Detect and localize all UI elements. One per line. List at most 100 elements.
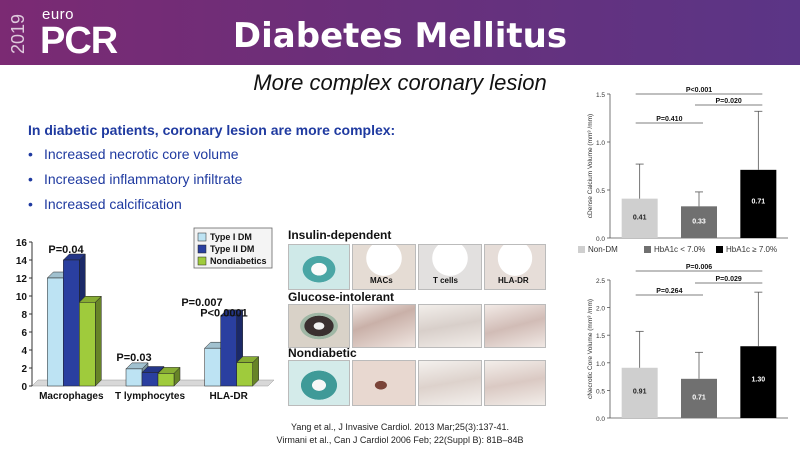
value-label: 0.41 — [633, 214, 647, 221]
bullet-item: • Increased inflammatory infiltrate — [28, 171, 243, 187]
bar — [236, 362, 253, 387]
p-value-annotation: P<0.0001 — [200, 308, 247, 320]
x-category-label: Macrophages — [39, 391, 104, 402]
y-tick-label: 0.5 — [596, 388, 605, 395]
value-label: 0.71 — [752, 199, 766, 206]
histology-image — [418, 304, 482, 348]
histology-image — [418, 244, 482, 290]
y-tick-label: 2.5 — [596, 278, 605, 285]
bar-side — [95, 295, 102, 387]
p-value-label: P=0.006 — [686, 264, 712, 271]
p-value-label: P=0.020 — [716, 98, 742, 105]
y-tick-label: 2 — [21, 364, 27, 375]
p-value-label: P=0.029 — [716, 276, 742, 283]
y-tick-label: 0.0 — [596, 416, 605, 423]
legend-label: HbA1c ≥ 7.0% — [726, 245, 777, 254]
p-value-label: P=0.264 — [656, 288, 682, 295]
intro-text: In diabetic patients, coronary lesion ar… — [28, 122, 396, 138]
bullet-item: • Increased necrotic core volume — [28, 146, 239, 162]
y-tick-label: 1.5 — [596, 333, 605, 340]
bar — [157, 373, 175, 387]
legend-label: Non-DM — [588, 245, 618, 254]
bar — [681, 378, 717, 418]
x-category-label: T lymphocytes — [115, 391, 185, 402]
histology-image — [352, 244, 416, 290]
p-value-label: P<0.001 — [686, 87, 712, 94]
bullet-item: • Increased calcification — [28, 196, 182, 212]
histology-image — [418, 360, 482, 406]
legend-swatch — [578, 246, 585, 253]
bar — [141, 372, 159, 387]
p-value-label: P=0.410 — [656, 116, 682, 123]
value-label: 1.30 — [752, 377, 766, 384]
histo-row-label: Nondiabetic — [288, 346, 357, 360]
histology-image — [352, 304, 416, 348]
legend-swatch — [197, 244, 207, 254]
bullet-list: • Increased necrotic core volume • Increas… — [28, 146, 242, 221]
bar — [740, 346, 777, 418]
reference-2: Virmani et al., Can J Cardiol 2006 Feb; … — [276, 435, 524, 445]
logo-year: 2019 — [6, 10, 32, 56]
y-tick-label: 16 — [16, 238, 28, 249]
bar — [220, 315, 237, 387]
legend-swatch — [197, 232, 207, 242]
y-tick-label: 1.0 — [596, 361, 605, 368]
y-tick-label: 6 — [21, 328, 27, 339]
p-value-annotation: P=0.03 — [116, 352, 151, 364]
legend-swatch — [197, 256, 207, 266]
y-tick-label: 0 — [21, 382, 27, 393]
histology-figure: Insulin-dependent Glucose-intolerant Non… — [286, 228, 584, 408]
bar — [63, 259, 80, 387]
bar — [125, 368, 143, 387]
histo-row-label: Insulin-dependent — [288, 228, 392, 242]
p-value-annotation: P=0.007 — [181, 297, 222, 309]
page-subtitle: More complex coronary lesion — [253, 70, 547, 95]
header-banner: 2019 euro PCR Diabetes Mellitus — [0, 0, 800, 65]
histology-image — [484, 360, 546, 406]
logo-euro: euro — [42, 6, 75, 23]
legend-swatch — [644, 246, 651, 253]
bullet-text: Increased necrotic core volume — [44, 146, 239, 162]
page-title: Diabetes Mellitus — [232, 16, 568, 56]
y-tick-label: 10 — [16, 292, 28, 303]
reference-1: Yang et al., J Invasive Cardiol. 2013 Ma… — [291, 422, 509, 432]
y-tick-label: 14 — [16, 256, 28, 267]
y-axis-label: cDense Calcium Volume (mm³ /mm) — [587, 114, 594, 218]
histology-image — [484, 304, 546, 348]
bar — [79, 302, 96, 387]
histology-image — [288, 360, 350, 406]
bar — [621, 367, 658, 418]
bullet-text: Increased inflammatory infiltrate — [44, 171, 243, 187]
legend-label: Nondiabetics — [210, 256, 267, 266]
bullet-text: Increased calcification — [44, 196, 182, 212]
y-tick-label: 0.5 — [596, 188, 605, 195]
cell-count-chart: 0 2 4 6 8 10 12 14 16 Macrophages T lymphocytes HLA… — [16, 227, 275, 402]
legend-label: Type II DM — [210, 244, 254, 254]
bar — [621, 198, 658, 238]
legend-box — [193, 227, 273, 269]
value-label: 0.91 — [633, 388, 647, 395]
y-tick-label: 8 — [21, 310, 27, 321]
y-tick-label: 12 — [16, 274, 28, 285]
histo-tag: MACs — [370, 276, 393, 285]
legend-label: Type I DM — [210, 232, 252, 242]
y-axis-label: cNecrotic Core Volume (mm³ /mm) — [587, 299, 594, 399]
legend-label: HbA1c < 7.0% — [654, 245, 705, 254]
calcium-volume-chart: 0.0 0.5 1.0 1.5 cDense Calcium Volume (mm³ /… — [578, 87, 788, 254]
histology-image — [352, 360, 416, 406]
histo-tag: T cells — [433, 276, 458, 285]
histo-tag: HLA-DR — [498, 276, 529, 285]
histology-image — [484, 244, 546, 290]
value-label: 0.71 — [692, 394, 706, 401]
y-tick-label: 0.0 — [596, 236, 605, 243]
legend-swatch — [716, 246, 723, 253]
bar — [47, 277, 64, 387]
histology-image — [288, 304, 350, 348]
logo-year-text: 2019 — [8, 14, 28, 54]
p-value-annotation: P=0.04 — [48, 244, 84, 256]
x-category-label: HLA-DR — [210, 391, 249, 402]
bar — [740, 169, 777, 238]
logo-pcr: PCR — [40, 20, 118, 62]
necrotic-core-chart: 0.0 0.5 1.0 1.5 2.0 2.5 cNecrotic Core Volume … — [587, 264, 788, 423]
y-tick-label: 4 — [21, 346, 27, 357]
